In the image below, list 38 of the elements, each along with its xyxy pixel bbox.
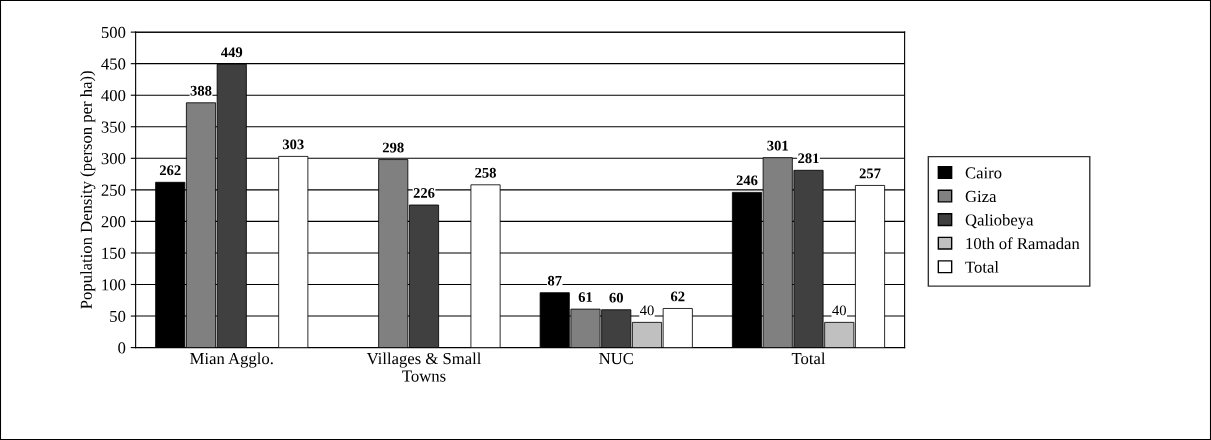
- data-label: 303: [282, 139, 304, 150]
- x-tick-label: Total: [791, 352, 826, 365]
- y-axis-title: Population Density (person per ha)): [80, 71, 96, 309]
- legend-label: Cairo: [965, 167, 1002, 179]
- legend-label: Total: [965, 261, 999, 273]
- data-label: 40: [640, 305, 654, 316]
- y-tick-label: 450: [101, 58, 126, 70]
- y-tick-label: 300: [101, 153, 126, 165]
- legend-label: 10th of Ramadan: [966, 237, 1080, 250]
- data-label: 257: [859, 168, 881, 179]
- data-label: 87: [547, 275, 562, 286]
- data-label: 301: [767, 140, 788, 151]
- x-tick-label: Mian Agglo.: [190, 352, 273, 368]
- legend-label: Qaliobeya: [965, 213, 1034, 230]
- data-label: 262: [159, 165, 181, 176]
- x-tick-label: NUC: [599, 352, 633, 365]
- data-label: 226: [413, 188, 435, 198]
- y-tick-label: 500: [101, 26, 126, 39]
- y-tick-label: 350: [101, 121, 126, 133]
- data-label: 62: [670, 291, 685, 302]
- legend-label: Giza: [965, 190, 997, 203]
- data-label: 298: [382, 142, 404, 153]
- data-label: 281: [798, 153, 819, 164]
- data-label: 388: [190, 85, 212, 96]
- data-label: 258: [475, 167, 496, 178]
- x-tick-label: Villages & Small Towns: [366, 352, 482, 382]
- data-label: 449: [221, 47, 243, 58]
- data-label: 246: [736, 175, 758, 186]
- y-tick-label: 250: [101, 184, 126, 196]
- y-tick-label: 50: [110, 310, 126, 322]
- y-tick-label: 150: [102, 247, 126, 259]
- y-tick-label: 0: [118, 342, 126, 354]
- y-tick-label: 200: [101, 216, 126, 228]
- data-label: 61: [578, 292, 593, 302]
- y-tick-label: 400: [101, 89, 126, 102]
- data-label: 40: [832, 305, 846, 316]
- data-label: 60: [609, 292, 623, 303]
- y-tick-label: 100: [102, 279, 126, 291]
